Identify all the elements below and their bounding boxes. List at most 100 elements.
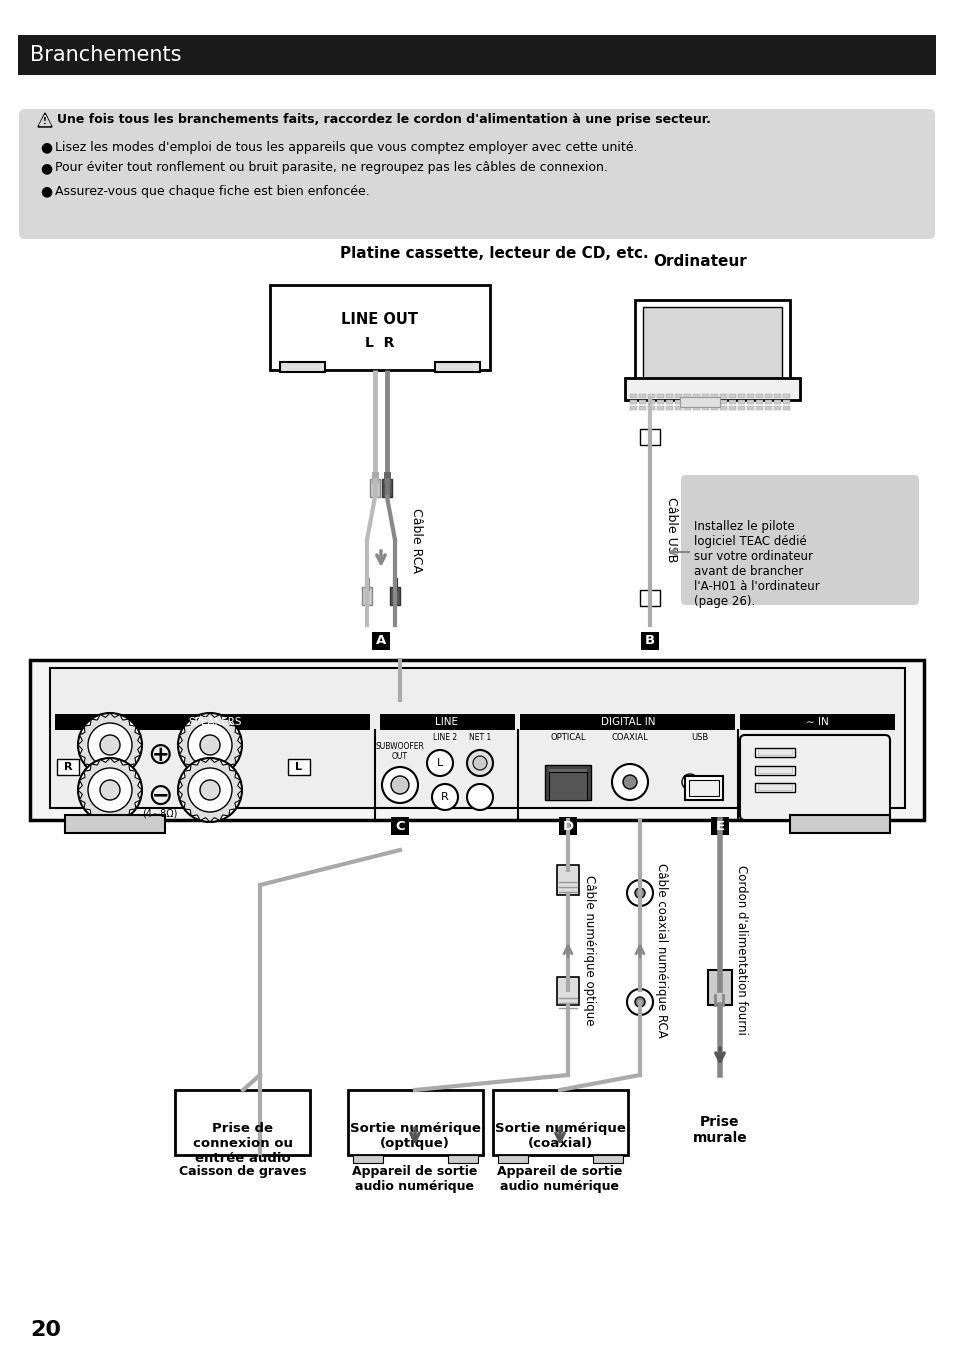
Bar	[379, 714, 515, 730]
Bar	[665, 406, 672, 410]
Bar	[692, 399, 700, 403]
Bar	[639, 394, 645, 398]
Bar	[710, 406, 718, 410]
Bar	[657, 406, 663, 410]
Text: ⊖: ⊖	[147, 781, 172, 811]
Text: Câble numérique optique: Câble numérique optique	[582, 875, 596, 1025]
Bar	[720, 406, 726, 410]
Circle shape	[622, 774, 637, 789]
Bar	[728, 394, 735, 398]
Bar	[57, 760, 79, 774]
Text: Prise de
connexion ou
entrée audio: Prise de connexion ou entrée audio	[193, 1122, 293, 1164]
Bar	[448, 1155, 477, 1163]
Text: Lisez les modes d'emploi de tous les appareils que vous comptez employer avec ce: Lisez les modes d'emploi de tous les app…	[55, 141, 637, 153]
Bar	[755, 399, 762, 403]
Bar	[30, 659, 923, 821]
Circle shape	[635, 888, 644, 898]
Bar	[174, 1090, 310, 1155]
Text: USB: USB	[691, 733, 708, 742]
Text: NET 1: NET 1	[468, 733, 491, 742]
Bar	[639, 406, 645, 410]
Polygon shape	[39, 115, 51, 126]
Circle shape	[635, 997, 644, 1007]
Bar	[393, 578, 396, 590]
Bar	[548, 772, 586, 800]
Text: ∼ IN: ∼ IN	[804, 718, 827, 727]
Bar	[692, 394, 700, 398]
Bar	[497, 1155, 527, 1163]
Bar	[773, 406, 781, 410]
Text: COAXIAL: COAXIAL	[611, 733, 648, 742]
Polygon shape	[78, 758, 142, 822]
Polygon shape	[178, 714, 242, 777]
Circle shape	[467, 750, 493, 776]
Text: ●: ●	[40, 184, 52, 198]
Bar	[707, 969, 731, 1005]
Text: D: D	[562, 819, 573, 833]
Text: Installez le pilote
logiciel TEAC dédié
sur votre ordinateur
avant de brancher
l: Installez le pilote logiciel TEAC dédié …	[693, 520, 819, 608]
Circle shape	[188, 768, 232, 812]
Polygon shape	[38, 112, 52, 127]
Bar	[758, 766, 791, 773]
Circle shape	[681, 774, 698, 789]
Text: Prise
murale: Prise murale	[692, 1114, 746, 1145]
Bar	[381, 479, 392, 497]
Polygon shape	[178, 758, 242, 822]
Text: R: R	[440, 792, 449, 802]
Bar	[773, 399, 781, 403]
Text: OPTICAL: OPTICAL	[550, 733, 585, 742]
Bar	[361, 588, 372, 605]
Text: (4∼8Ω): (4∼8Ω)	[142, 808, 177, 819]
Text: DIGITAL IN: DIGITAL IN	[600, 718, 655, 727]
Text: C: C	[395, 819, 404, 833]
Bar	[789, 815, 889, 833]
Text: L: L	[436, 758, 442, 768]
Circle shape	[626, 880, 652, 906]
Bar	[629, 406, 637, 410]
Text: Câble USB: Câble USB	[664, 497, 678, 563]
Bar	[782, 399, 789, 403]
Circle shape	[473, 756, 486, 770]
Bar	[692, 406, 700, 410]
Bar	[55, 714, 370, 730]
Bar	[288, 760, 310, 774]
Text: Caisson de graves: Caisson de graves	[179, 1164, 307, 1178]
Bar	[629, 394, 637, 398]
Bar	[764, 406, 771, 410]
Bar	[65, 815, 165, 833]
Text: Sortie numérique
(coaxial): Sortie numérique (coaxial)	[494, 1122, 625, 1150]
Circle shape	[88, 723, 132, 766]
FancyBboxPatch shape	[19, 110, 934, 240]
Text: E: E	[715, 819, 723, 833]
Circle shape	[427, 750, 453, 776]
Circle shape	[612, 764, 647, 800]
Bar	[683, 394, 690, 398]
Text: B: B	[644, 635, 655, 647]
Circle shape	[88, 768, 132, 812]
Circle shape	[467, 784, 493, 810]
Bar	[701, 394, 708, 398]
Bar	[657, 394, 663, 398]
Bar	[558, 816, 577, 835]
Bar	[764, 394, 771, 398]
Bar	[720, 394, 726, 398]
Bar	[738, 394, 744, 398]
Text: !: !	[43, 118, 47, 126]
Bar	[675, 394, 681, 398]
Bar	[365, 578, 369, 590]
Circle shape	[78, 758, 142, 822]
Text: Sortie numérique
(optique): Sortie numérique (optique)	[349, 1122, 480, 1150]
Bar	[758, 749, 791, 756]
Text: ●: ●	[40, 161, 52, 175]
Text: L  R: L R	[365, 336, 395, 349]
Text: Assurez-vous que chaque fiche est bien enfoncée.: Assurez-vous que chaque fiche est bien e…	[55, 184, 370, 198]
Bar	[390, 588, 399, 605]
Bar	[755, 406, 762, 410]
Circle shape	[178, 758, 242, 822]
Bar	[746, 399, 753, 403]
Bar	[280, 362, 325, 372]
Text: LINE 2: LINE 2	[433, 733, 456, 742]
Bar	[665, 399, 672, 403]
Bar	[270, 284, 490, 370]
Bar	[639, 429, 659, 445]
